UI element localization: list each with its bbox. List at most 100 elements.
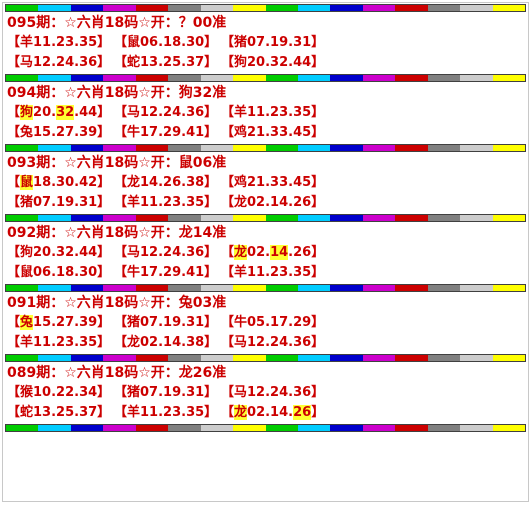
bracket-left: 【 [7,385,21,400]
zodiac-entry: 【兔15.27.39】 [7,313,114,333]
highlighted-hit: 龙 [234,245,248,260]
bracket-left: 【 [7,405,21,420]
bracket-left: 【 [7,175,21,190]
entry-text: 猪07.19.31 [127,315,205,330]
color-segment [492,75,525,81]
zodiac-entry: 【羊11.23.35】 [221,103,328,123]
entry-text: 15.27.39 [33,315,98,330]
highlighted-hit: 狗 [20,105,34,120]
color-segment [233,215,266,221]
bracket-right: 】 [311,125,325,140]
bracket-right: 】 [204,125,218,140]
zodiac-entry: 【猪07.19.31】 [114,313,221,333]
color-segment [265,145,298,151]
color-segment [135,75,169,81]
color-segment [362,5,396,11]
color-segment [427,75,461,81]
bracket-right: 】 [97,245,111,260]
color-segment [460,75,493,81]
color-segment [265,425,298,431]
bracket-right: 】 [311,405,325,420]
bracket-right: 】 [97,195,111,210]
bracket-right: 】 [97,385,111,400]
color-segment [297,75,331,81]
zodiac-entry: 【鸡21.33.45】 [221,123,328,143]
color-segment [492,215,525,221]
bracket-right: 】 [204,245,218,260]
period-block: 091期：☆六肖18码☆开：兔03准 【兔15.27.39】 【猪07.19.31】… [3,293,528,353]
highlighted-hit: 龙 [234,405,248,420]
entry-text: 兔15.27.39 [20,125,98,140]
bracket-right: 】 [204,55,218,70]
color-segment [200,425,234,431]
period-title: 095期：☆六肖18码☆开：？00准 [7,15,227,31]
zodiac-entry: 【狗20.32.44】 [7,243,114,263]
bracket-right: 】 [97,315,111,330]
bracket-left: 【 [221,335,235,350]
bracket-right: 】 [204,385,218,400]
period-block: 093期：☆六肖18码☆开：鼠06准 【鼠18.30.42】 【龙14.26.38】… [3,153,528,213]
color-segment [330,355,363,361]
bracket-left: 【 [7,35,21,50]
prediction-row: 【猴10.22.34】 【猪07.19.31】 【马12.24.36】 [7,383,524,403]
color-segment [200,75,234,81]
highlighted-hit: 14 [270,245,289,260]
bracket-right: 】 [311,105,325,120]
color-segment [265,355,298,361]
bracket-left: 【 [221,125,235,140]
color-segment [6,145,39,151]
zodiac-entry: 【猪07.19.31】 [7,193,114,213]
color-segment [297,5,331,11]
bracket-right: 】 [311,55,325,70]
color-segment [395,355,428,361]
color-segment [460,355,493,361]
color-segment [103,75,136,81]
bracket-left: 【 [221,55,235,70]
bracket-left: 【 [221,105,235,120]
bracket-right: 】 [97,405,111,420]
prediction-row: 【兔15.27.39】 【牛17.29.41】 【鸡21.33.45】 [7,123,524,143]
zodiac-entry: 【鼠18.30.42】 [7,173,114,193]
color-segment [38,5,71,11]
bracket-right: 】 [204,315,218,330]
prediction-row: 【蛇13.25.37】 【羊11.23.35】 【龙02.14.26】 [7,403,524,423]
zodiac-entry: 【羊11.23.35】 [7,333,114,353]
entry-text: 18.30.42 [33,175,98,190]
color-segment [6,75,39,81]
bracket-right: 】 [204,105,218,120]
zodiac-entry: 【龙02.14.26】 [221,193,328,213]
bracket-left: 【 [114,105,128,120]
zodiac-entry: 【羊11.23.35】 [7,33,114,53]
bracket-left: 【 [7,265,21,280]
zodiac-entry: 【蛇13.25.37】 [114,53,221,73]
entry-text: 狗20.32.44 [20,245,98,260]
color-segment [233,75,266,81]
color-divider [5,284,526,292]
entry-text: 羊11.23.35 [127,195,205,210]
zodiac-entry: 【鼠06.18.30】 [114,33,221,53]
period-block: 094期：☆六肖18码☆开：狗32准 【狗20.32.44】 【马12.24.36】… [3,83,528,143]
bracket-left: 【 [7,105,21,120]
bracket-left: 【 [7,245,21,260]
entry-text: 羊11.23.35 [20,35,98,50]
color-segment [395,285,428,291]
color-segment [492,355,525,361]
bracket-left: 【 [221,35,235,50]
bracket-right: 】 [204,195,218,210]
bracket-right: 】 [204,175,218,190]
bracket-left: 【 [114,405,128,420]
prediction-row: 【马12.24.36】 【蛇13.25.37】 【狗20.32.44】 [7,53,524,73]
bracket-right: 】 [204,35,218,50]
bracket-left: 【 [114,385,128,400]
color-segment [427,5,461,11]
color-segment [38,285,71,291]
color-segment [135,425,169,431]
color-segment [103,5,136,11]
period-block: 089期：☆六肖18码☆开：龙26准 【猴10.22.34】 【猪07.19.31】… [3,363,528,423]
bracket-left: 【 [114,175,128,190]
zodiac-entry: 【狗20.32.44】 [221,53,328,73]
color-segment [297,425,331,431]
bracket-right: 】 [97,35,111,50]
color-segment [427,355,461,361]
